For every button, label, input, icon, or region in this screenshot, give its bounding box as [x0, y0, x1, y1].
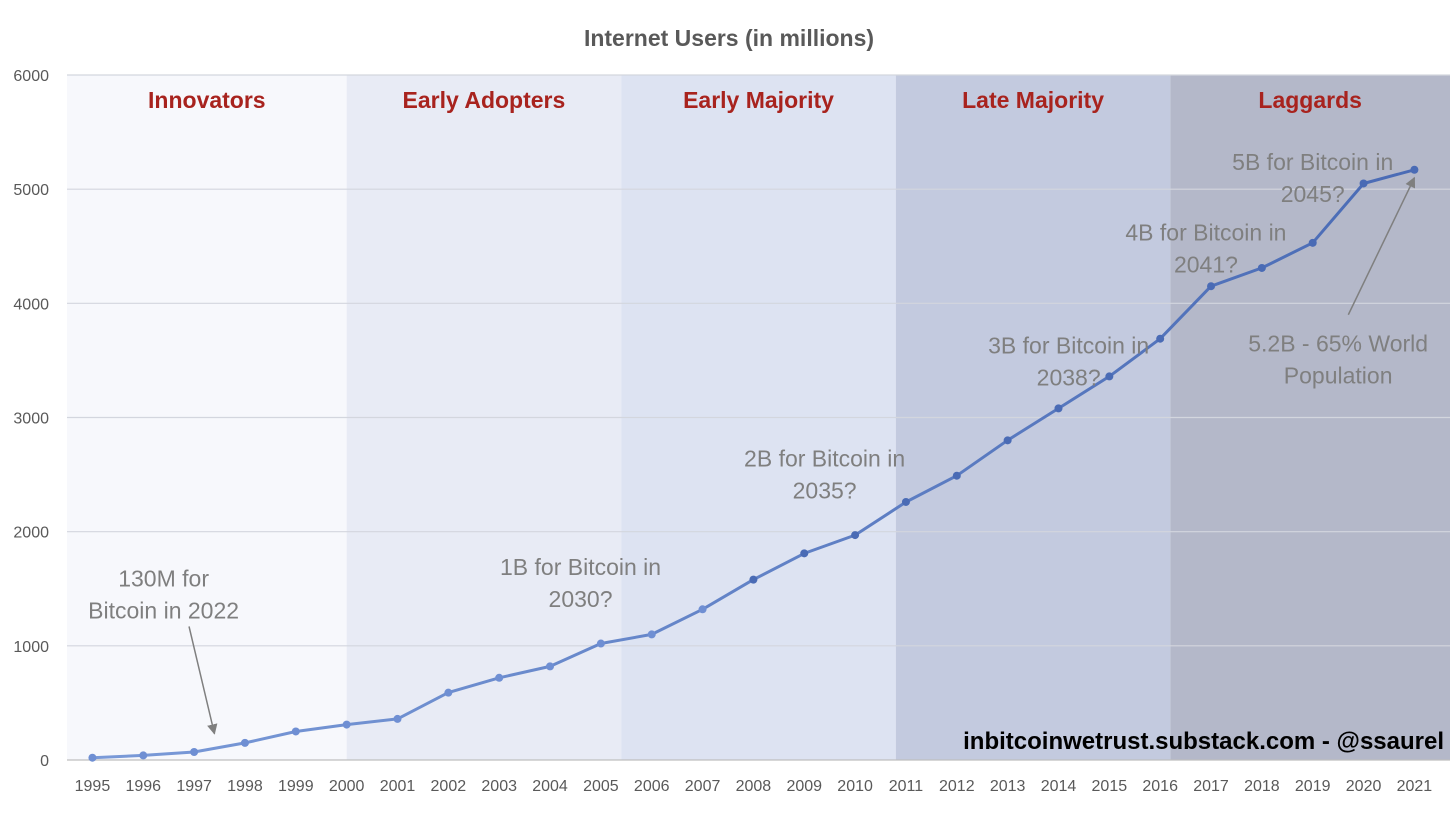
annotation-text: 1B for Bitcoin in: [500, 554, 661, 580]
phase-labels: Innovators Early Adopters Early Majority La…: [148, 87, 1362, 113]
x-tick-label: 2014: [1041, 778, 1077, 795]
data-point: [342, 720, 351, 729]
annotation-text: 2B for Bitcoin in: [744, 446, 905, 472]
x-tick-label: 2007: [685, 778, 721, 795]
y-tick-label: 0: [40, 753, 49, 770]
x-tick-label: 2016: [1142, 778, 1178, 795]
y-tick-label: 1000: [13, 639, 49, 656]
x-axis-ticks: 1995 1996 1997 1998 1999 2000 2001 2002 2003 2004…: [75, 778, 1433, 795]
x-tick-label: 2010: [837, 778, 873, 795]
data-point: [851, 531, 860, 540]
y-tick-label: 6000: [13, 68, 49, 85]
data-point: [291, 727, 300, 736]
data-point: [1257, 263, 1266, 272]
phase-label: Laggards: [1258, 87, 1362, 113]
x-tick-label: 2012: [939, 778, 975, 795]
annotation-arrow: [1347, 176, 1416, 316]
data-point: [393, 714, 402, 723]
annotation-text: Population: [1284, 362, 1393, 388]
data-point: [1105, 372, 1114, 381]
y-tick-label: 5000: [13, 182, 49, 199]
annotation-text: 2035?: [793, 478, 857, 504]
data-point: [1359, 179, 1368, 188]
annotation-arrow: [188, 626, 218, 735]
data-point: [749, 575, 758, 584]
data-point: [444, 688, 453, 697]
x-tick-label: 2002: [431, 778, 467, 795]
x-tick-label: 2015: [1092, 778, 1128, 795]
annotation-text: Bitcoin in 2022: [88, 597, 239, 623]
phase-label: Early Majority: [683, 87, 834, 113]
phase-label: Early Adopters: [403, 87, 566, 113]
annotation-text: 5B for Bitcoin in: [1232, 149, 1393, 175]
data-point: [1410, 165, 1419, 174]
x-tick-label: 2001: [380, 778, 416, 795]
x-tick-label: 2021: [1397, 778, 1433, 795]
x-tick-label: 1998: [227, 778, 263, 795]
x-tick-label: 1995: [75, 778, 111, 795]
annotation-text: 130M for: [118, 565, 209, 591]
series-line-group: [88, 165, 1419, 762]
y-tick-label: 3000: [13, 411, 49, 428]
annotations: 130M for Bitcoin in 2022 1B for Bitcoin in…: [88, 149, 1428, 735]
data-point: [1156, 334, 1165, 343]
data-point: [546, 662, 555, 671]
data-point: [1003, 436, 1012, 445]
x-tick-label: 2019: [1295, 778, 1331, 795]
x-tick-label: 2017: [1193, 778, 1229, 795]
annotation-text: 4B for Bitcoin in: [1125, 220, 1286, 246]
phase-label: Late Majority: [962, 87, 1104, 113]
data-point: [1054, 404, 1063, 413]
x-tick-label: 2018: [1244, 778, 1280, 795]
x-tick-label: 2009: [786, 778, 822, 795]
y-tick-label: 4000: [13, 296, 49, 313]
x-tick-label: 2011: [889, 778, 924, 795]
data-point: [596, 639, 605, 648]
data-point: [1308, 238, 1317, 247]
x-tick-label: 2004: [532, 778, 568, 795]
x-tick-label: 2005: [583, 778, 619, 795]
grid-lines: [67, 74, 1450, 761]
data-point: [800, 549, 809, 558]
x-tick-label: 2020: [1346, 778, 1382, 795]
credit-text: inbitcoinwetrust.substack.com - @ssaurel: [963, 728, 1444, 755]
x-tick-label: 1999: [278, 778, 314, 795]
data-point: [647, 630, 656, 639]
data-point: [495, 673, 504, 682]
data-point: [901, 497, 910, 506]
chart-title: Internet Users (in millions): [584, 25, 874, 51]
phase-label: Innovators: [148, 87, 266, 113]
x-tick-label: 2013: [990, 778, 1026, 795]
data-point: [698, 605, 707, 614]
data-point: [190, 748, 199, 757]
annotation-text: 2045?: [1281, 181, 1345, 207]
x-tick-label: 2003: [481, 778, 517, 795]
x-tick-label: 2006: [634, 778, 670, 795]
annotation-text: 2030?: [549, 586, 613, 612]
y-tick-label: 2000: [13, 525, 49, 542]
x-tick-label: 1996: [125, 778, 161, 795]
data-point: [1207, 282, 1216, 291]
data-point: [139, 751, 148, 760]
data-point: [240, 738, 249, 747]
data-point: [88, 753, 97, 762]
annotation-text: 5.2B - 65% World: [1248, 330, 1428, 356]
annotation-text: 2038?: [1037, 365, 1101, 391]
annotation-text: 3B for Bitcoin in: [988, 333, 1149, 359]
x-tick-label: 2008: [736, 778, 772, 795]
y-axis-ticks: 0 1000 2000 3000 4000 5000 6000: [13, 68, 49, 770]
x-tick-label: 1997: [176, 778, 212, 795]
data-point: [952, 471, 961, 480]
annotation-text: 2041?: [1174, 252, 1238, 278]
x-tick-label: 2000: [329, 778, 365, 795]
